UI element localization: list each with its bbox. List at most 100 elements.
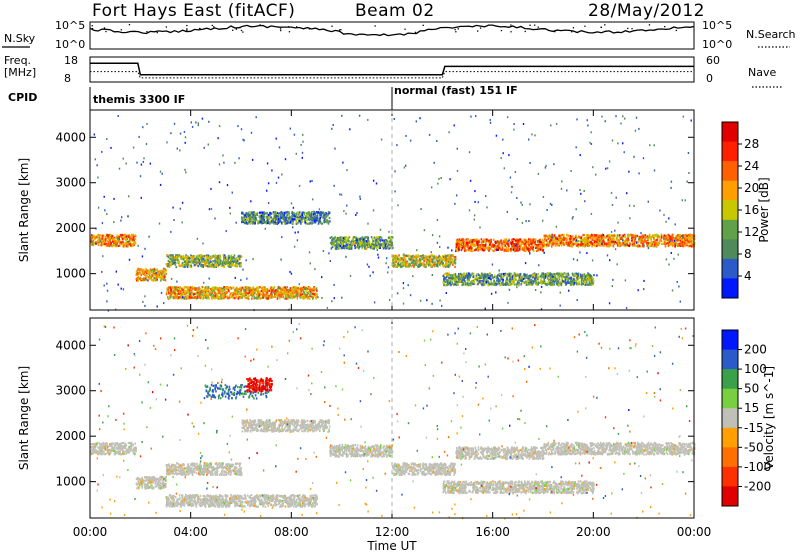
power-cell — [610, 234, 613, 237]
power-cell — [177, 258, 179, 261]
nsearch-dot — [156, 31, 158, 34]
power-cell — [324, 217, 326, 220]
power-cell — [255, 297, 258, 300]
power-cell — [278, 214, 280, 217]
power-cell — [263, 288, 266, 291]
power-cell — [267, 221, 269, 224]
power-cell — [308, 286, 310, 290]
power-cell — [268, 289, 270, 292]
power-cell — [190, 254, 192, 257]
power-cell — [689, 244, 691, 247]
power-cell — [165, 293, 168, 296]
power-cell — [252, 220, 254, 223]
power-cell — [179, 286, 181, 289]
power-cell — [552, 243, 554, 246]
power-cell — [624, 235, 627, 239]
power-cell — [126, 242, 128, 245]
power-cell — [488, 246, 491, 249]
power-cell — [475, 248, 477, 251]
power-cell — [345, 246, 348, 249]
power-cell — [338, 237, 341, 240]
power-cell — [136, 276, 139, 280]
power-cell — [172, 255, 174, 258]
power-cell — [126, 234, 129, 237]
power-cell — [681, 239, 683, 242]
power-cell — [250, 211, 253, 214]
power-cell — [350, 244, 353, 247]
power-cell — [483, 249, 485, 252]
power-cell — [166, 287, 169, 290]
power-cell — [298, 219, 301, 222]
power-cell — [592, 238, 595, 241]
power-cell — [463, 241, 465, 244]
power-cell — [308, 216, 310, 219]
power-cell — [547, 244, 550, 247]
power-cell — [228, 254, 230, 257]
power-cell — [391, 246, 394, 249]
power-cell — [650, 242, 653, 245]
power-cell — [586, 242, 589, 245]
power-cell — [199, 255, 201, 258]
power-cell — [267, 219, 269, 222]
power-cell — [213, 263, 215, 267]
nsearch-dot — [242, 31, 244, 33]
power-cell — [282, 214, 285, 218]
power-cell — [544, 236, 547, 239]
power-cell — [667, 244, 670, 248]
power-cell — [164, 268, 166, 271]
power-cell — [216, 295, 219, 298]
power-cell — [204, 260, 206, 263]
power-cell — [409, 255, 412, 258]
power-cell — [190, 255, 192, 259]
power-cell — [589, 234, 591, 237]
power-cell — [197, 289, 199, 292]
power-cell — [579, 244, 581, 247]
power-cell — [364, 238, 366, 241]
power-cell — [296, 289, 299, 292]
power-cell — [249, 219, 252, 222]
power-cell — [172, 254, 174, 257]
power-cell — [487, 240, 490, 244]
power-cell — [247, 213, 249, 216]
power-cell — [130, 236, 133, 239]
power-cell — [186, 265, 189, 268]
power-cell — [308, 297, 311, 300]
power-cell — [641, 238, 643, 241]
nsearch-dot — [571, 31, 573, 33]
power-cell — [146, 269, 148, 272]
power-cell — [142, 278, 144, 281]
power-cell — [347, 239, 349, 243]
power-cell — [230, 263, 233, 267]
power-cell — [636, 234, 639, 237]
power-cell — [653, 237, 655, 240]
power-cell — [454, 258, 457, 261]
power-cell — [682, 245, 685, 248]
power-cell — [666, 234, 669, 237]
power-cell — [227, 259, 230, 262]
power-cell — [425, 255, 427, 258]
power-cell — [310, 221, 313, 224]
power-cell — [207, 294, 210, 297]
power-cell — [507, 249, 510, 253]
power-cell — [235, 286, 238, 289]
power-cell — [138, 277, 141, 281]
power-cell — [578, 244, 580, 247]
power-cell — [349, 245, 352, 248]
power-cell — [586, 241, 588, 244]
power-cell — [579, 236, 581, 239]
power-cell — [553, 242, 556, 245]
power-cell — [255, 287, 258, 290]
power-cell — [254, 213, 257, 216]
power-cell — [493, 244, 496, 247]
power-cell — [280, 289, 282, 292]
power-cell — [629, 242, 631, 245]
power-cell — [286, 221, 289, 224]
power-cell — [600, 234, 603, 237]
power-cell — [626, 240, 629, 243]
power-cell — [122, 242, 125, 245]
power-cell — [103, 243, 106, 246]
power-cell — [254, 216, 257, 219]
power-cell — [457, 245, 459, 248]
power-cell — [420, 259, 422, 262]
power-cell — [224, 260, 227, 263]
